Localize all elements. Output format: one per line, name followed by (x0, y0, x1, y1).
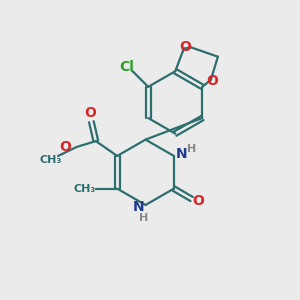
Text: CH₃: CH₃ (40, 154, 62, 164)
Text: O: O (179, 40, 191, 54)
Text: CH₃: CH₃ (74, 184, 96, 194)
Text: O: O (206, 74, 218, 88)
Text: N: N (175, 147, 187, 160)
Text: O: O (84, 106, 96, 120)
Text: Cl: Cl (119, 60, 134, 74)
Text: H: H (140, 213, 149, 224)
Text: O: O (192, 194, 204, 208)
Text: H: H (187, 143, 196, 154)
Text: O: O (59, 140, 71, 154)
Text: N: N (132, 200, 144, 214)
